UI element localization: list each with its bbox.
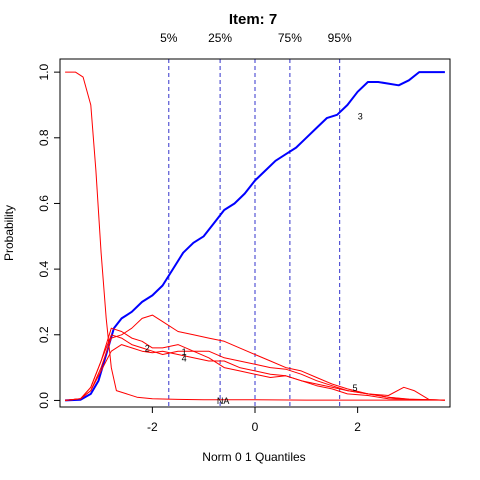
quantile-label: 25% — [208, 31, 232, 45]
series-line-3 — [65, 71, 445, 402]
series-label: 4 — [182, 353, 187, 363]
series-line-1 — [65, 334, 445, 401]
y-tick-label: 0.2 — [37, 326, 51, 343]
y-tick-label: 0.4 — [37, 260, 51, 277]
plot-area: 3 2 14 5 NA — [65, 59, 445, 407]
series-line-4 — [65, 344, 445, 401]
y-tick-label: 0.0 — [37, 392, 51, 409]
series-label: 1 — [182, 347, 187, 357]
series-line-5 — [65, 314, 445, 401]
series-label: 2 — [145, 344, 150, 354]
y-tick-label: 1.0 — [37, 63, 51, 80]
quantile-label: 5% — [160, 31, 178, 45]
y-tick-label: 0.8 — [37, 129, 51, 146]
series-label: NA — [217, 396, 230, 406]
quantile-label: 75% — [278, 31, 302, 45]
x-axis-label: Norm 0 1 Quantiles — [202, 450, 305, 464]
x-tick-label: 2 — [354, 420, 361, 434]
quantile-label: 95% — [328, 31, 352, 45]
series-label: 5 — [353, 383, 358, 393]
y-tick-label: 0.6 — [37, 195, 51, 212]
chart-title: Item: 7 — [229, 11, 277, 28]
y-axis-label: Probability — [2, 205, 16, 261]
series-label: 3 — [358, 111, 363, 121]
x-tick-label: 0 — [252, 420, 259, 434]
series-line-NA — [65, 71, 445, 401]
x-tick-label: -2 — [147, 420, 158, 434]
